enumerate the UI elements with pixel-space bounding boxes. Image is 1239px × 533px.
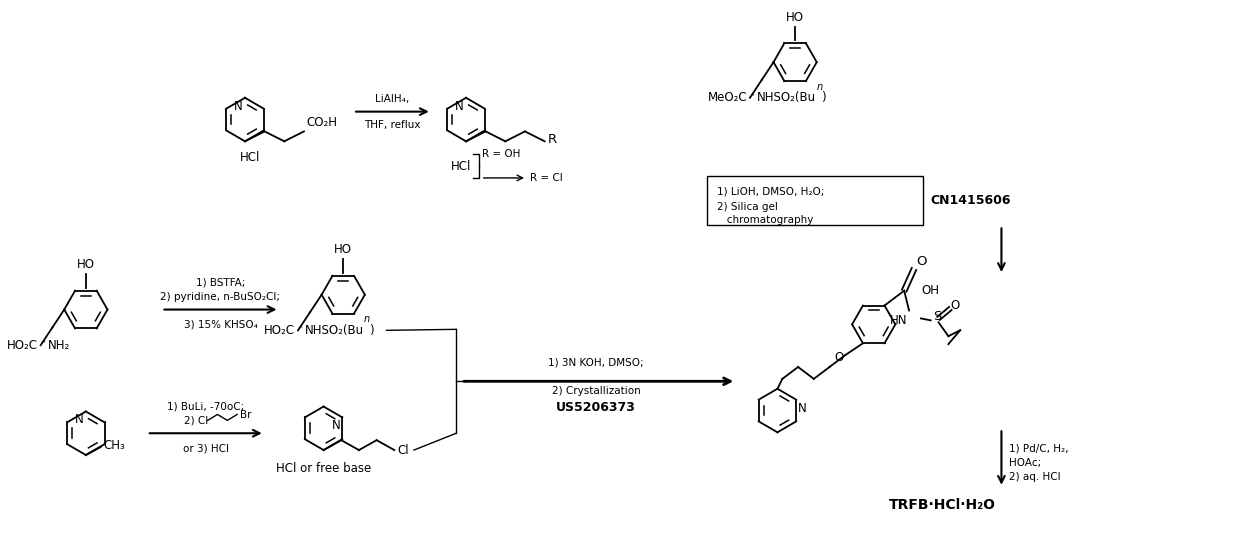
Text: 2) pyridine, n-BuSO₂Cl;: 2) pyridine, n-BuSO₂Cl; — [160, 292, 280, 302]
Text: N: N — [455, 100, 465, 113]
Text: ″: ″ — [299, 325, 302, 335]
Text: HO: HO — [786, 11, 804, 23]
Text: US5206373: US5206373 — [556, 401, 636, 414]
Text: TRFB·HCl·H₂O: TRFB·HCl·H₂O — [890, 498, 996, 512]
Text: CN1415606: CN1415606 — [930, 194, 1011, 207]
Text: HCl: HCl — [451, 159, 471, 173]
Text: ): ) — [369, 324, 373, 337]
Text: Cl: Cl — [398, 443, 409, 457]
Text: 2) Crystallization: 2) Crystallization — [551, 386, 641, 396]
Text: O: O — [834, 351, 844, 364]
Text: 2) aq. HCl: 2) aq. HCl — [1010, 472, 1061, 482]
Text: ″: ″ — [751, 93, 755, 103]
Text: or 3) HCl: or 3) HCl — [182, 443, 229, 453]
Text: 1) BuLi, -70oC;: 1) BuLi, -70oC; — [167, 401, 244, 411]
Text: HOAc;: HOAc; — [1010, 458, 1042, 468]
Text: ): ) — [820, 91, 825, 104]
Text: HO₂C: HO₂C — [264, 324, 295, 337]
Text: 2) Silica gel: 2) Silica gel — [716, 201, 777, 212]
Text: R = Cl: R = Cl — [530, 173, 563, 183]
Text: THF, reflux: THF, reflux — [364, 119, 420, 130]
Text: N: N — [332, 419, 341, 432]
Text: MeO₂C: MeO₂C — [709, 91, 748, 104]
Text: R = OH: R = OH — [482, 149, 520, 159]
Text: NHSO₂(Bu: NHSO₂(Bu — [757, 91, 817, 104]
Text: N: N — [234, 100, 243, 113]
Text: O: O — [950, 299, 959, 312]
Text: HCl or free base: HCl or free base — [276, 462, 372, 475]
Text: CH₃: CH₃ — [104, 439, 125, 451]
Text: HN: HN — [890, 314, 907, 327]
Text: 1) LiOH, DMSO, H₂O;: 1) LiOH, DMSO, H₂O; — [716, 187, 824, 197]
Text: HO: HO — [77, 258, 95, 271]
Text: 1) 3N KOH, DMSO;: 1) 3N KOH, DMSO; — [549, 358, 644, 367]
Text: NHSO₂(Bu: NHSO₂(Bu — [305, 324, 364, 337]
Text: N: N — [798, 402, 807, 415]
Text: 2) Cl: 2) Cl — [185, 415, 208, 425]
Text: HCl: HCl — [239, 151, 260, 164]
Text: 1) Pd/C, H₂,: 1) Pd/C, H₂, — [1010, 443, 1069, 453]
Text: R: R — [548, 133, 556, 146]
Text: n: n — [364, 314, 370, 325]
Bar — [706, 176, 923, 225]
Text: HO₂C: HO₂C — [6, 338, 37, 352]
Text: O: O — [916, 254, 927, 268]
Text: HO: HO — [335, 243, 352, 256]
Text: S: S — [933, 310, 942, 323]
Text: chromatography: chromatography — [716, 215, 813, 225]
Text: Br: Br — [240, 410, 252, 421]
Text: OH: OH — [922, 284, 940, 297]
Text: 1) BSTFA;: 1) BSTFA; — [196, 278, 245, 288]
Text: CO₂H: CO₂H — [306, 116, 337, 130]
Text: ″: ″ — [42, 340, 46, 350]
Text: 3) 15% KHSO₄: 3) 15% KHSO₄ — [183, 319, 258, 329]
Text: N: N — [76, 414, 84, 426]
Text: NH₂: NH₂ — [47, 338, 69, 352]
Text: LiAlH₄,: LiAlH₄, — [375, 94, 409, 104]
Text: n: n — [817, 82, 823, 92]
